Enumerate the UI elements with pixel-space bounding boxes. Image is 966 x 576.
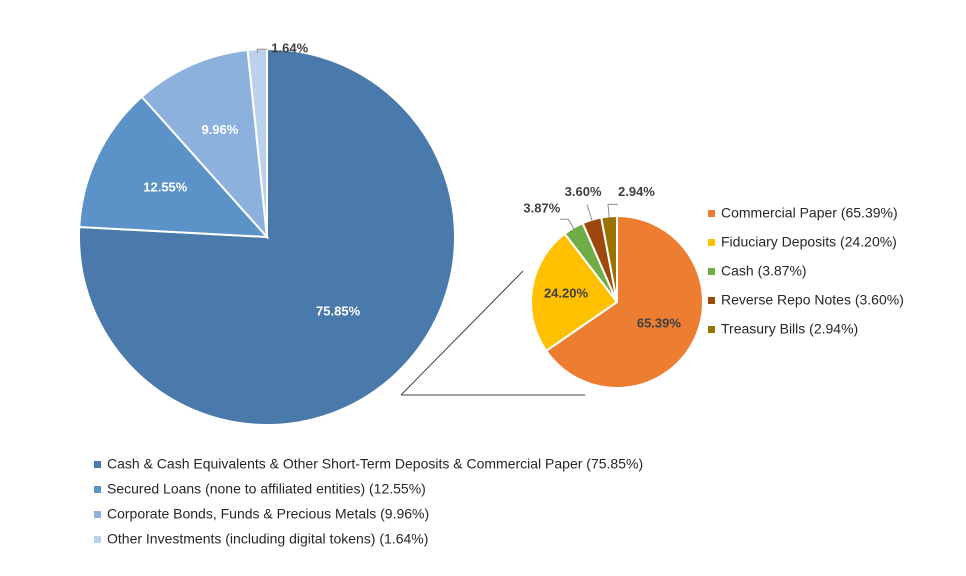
legend-marker xyxy=(94,461,101,468)
legend-item-treasury-bills: Treasury Bills (2.94%) xyxy=(721,321,858,337)
data-label: 3.87% xyxy=(523,201,560,216)
legend-item-commercial-paper: Commercial Paper (65.39%) xyxy=(721,205,898,221)
legend-item-reverse-repo-notes: Reverse Repo Notes (3.60%) xyxy=(721,292,904,308)
legend-item-fiduciary-deposits: Fiduciary Deposits (24.20%) xyxy=(721,234,897,250)
data-label: 2.94% xyxy=(618,184,655,199)
legend-marker xyxy=(708,239,715,246)
legend-marker xyxy=(708,297,715,304)
data-label: 9.96% xyxy=(201,122,238,137)
breakdown-pie xyxy=(530,214,704,389)
connector-line-upper xyxy=(400,270,524,396)
data-label: 65.39% xyxy=(637,315,682,330)
legend-item-secured-loans-none-to-affiliated-entities: Secured Loans (none to affiliated entiti… xyxy=(107,481,426,497)
legend-marker xyxy=(94,486,101,493)
legend-marker xyxy=(94,511,101,518)
breakdown-pie-labels: 65.39% 24.20% 3.87% 3.60% 2.94% xyxy=(523,184,681,331)
main-legend: Cash & Cash Equivalents & Other Short-Te… xyxy=(94,456,643,547)
data-label: 1.64% xyxy=(271,41,308,56)
leader-line xyxy=(586,204,593,222)
legend-marker xyxy=(708,210,715,217)
data-label: 75.85% xyxy=(316,303,361,318)
data-label: 24.20% xyxy=(544,285,589,300)
legend-marker xyxy=(94,536,101,543)
pie-slice-fiduciary-deposits xyxy=(530,232,619,353)
data-label: 3.60% xyxy=(565,184,602,199)
legend-marker xyxy=(708,268,715,275)
leader-line xyxy=(607,203,618,219)
pie-connector-lines xyxy=(400,270,585,396)
data-label: 12.55% xyxy=(143,180,188,195)
main-pie xyxy=(78,47,457,426)
breakdown-legend: Commercial Paper (65.39%) Fiduciary Depos… xyxy=(708,205,904,337)
legend-item-cash: Cash (3.87%) xyxy=(721,263,807,279)
pie-slice-corporate-bonds-funds-precious-metals xyxy=(140,48,269,240)
pie-slice-secured-loans-none-to-affiliated-entities xyxy=(78,95,270,239)
leader-line xyxy=(256,48,268,54)
leader-line xyxy=(560,218,575,230)
pie-slice-commercial-paper xyxy=(544,214,704,389)
legend-marker xyxy=(708,326,715,333)
main-pie-labels: 75.85% 12.55% 9.96% 1.64% xyxy=(143,41,360,319)
legend-item-corporate-bonds-funds-precious-metals: Corporate Bonds, Funds & Precious Metals… xyxy=(107,506,429,522)
legend-item-cash-cash-equivalents-other-short-term-deposits-commercial-paper: Cash & Cash Equivalents & Other Short-Te… xyxy=(107,456,643,472)
legend-item-other-investments-including-digital-tokens: Other Investments (including digital tok… xyxy=(107,531,428,547)
